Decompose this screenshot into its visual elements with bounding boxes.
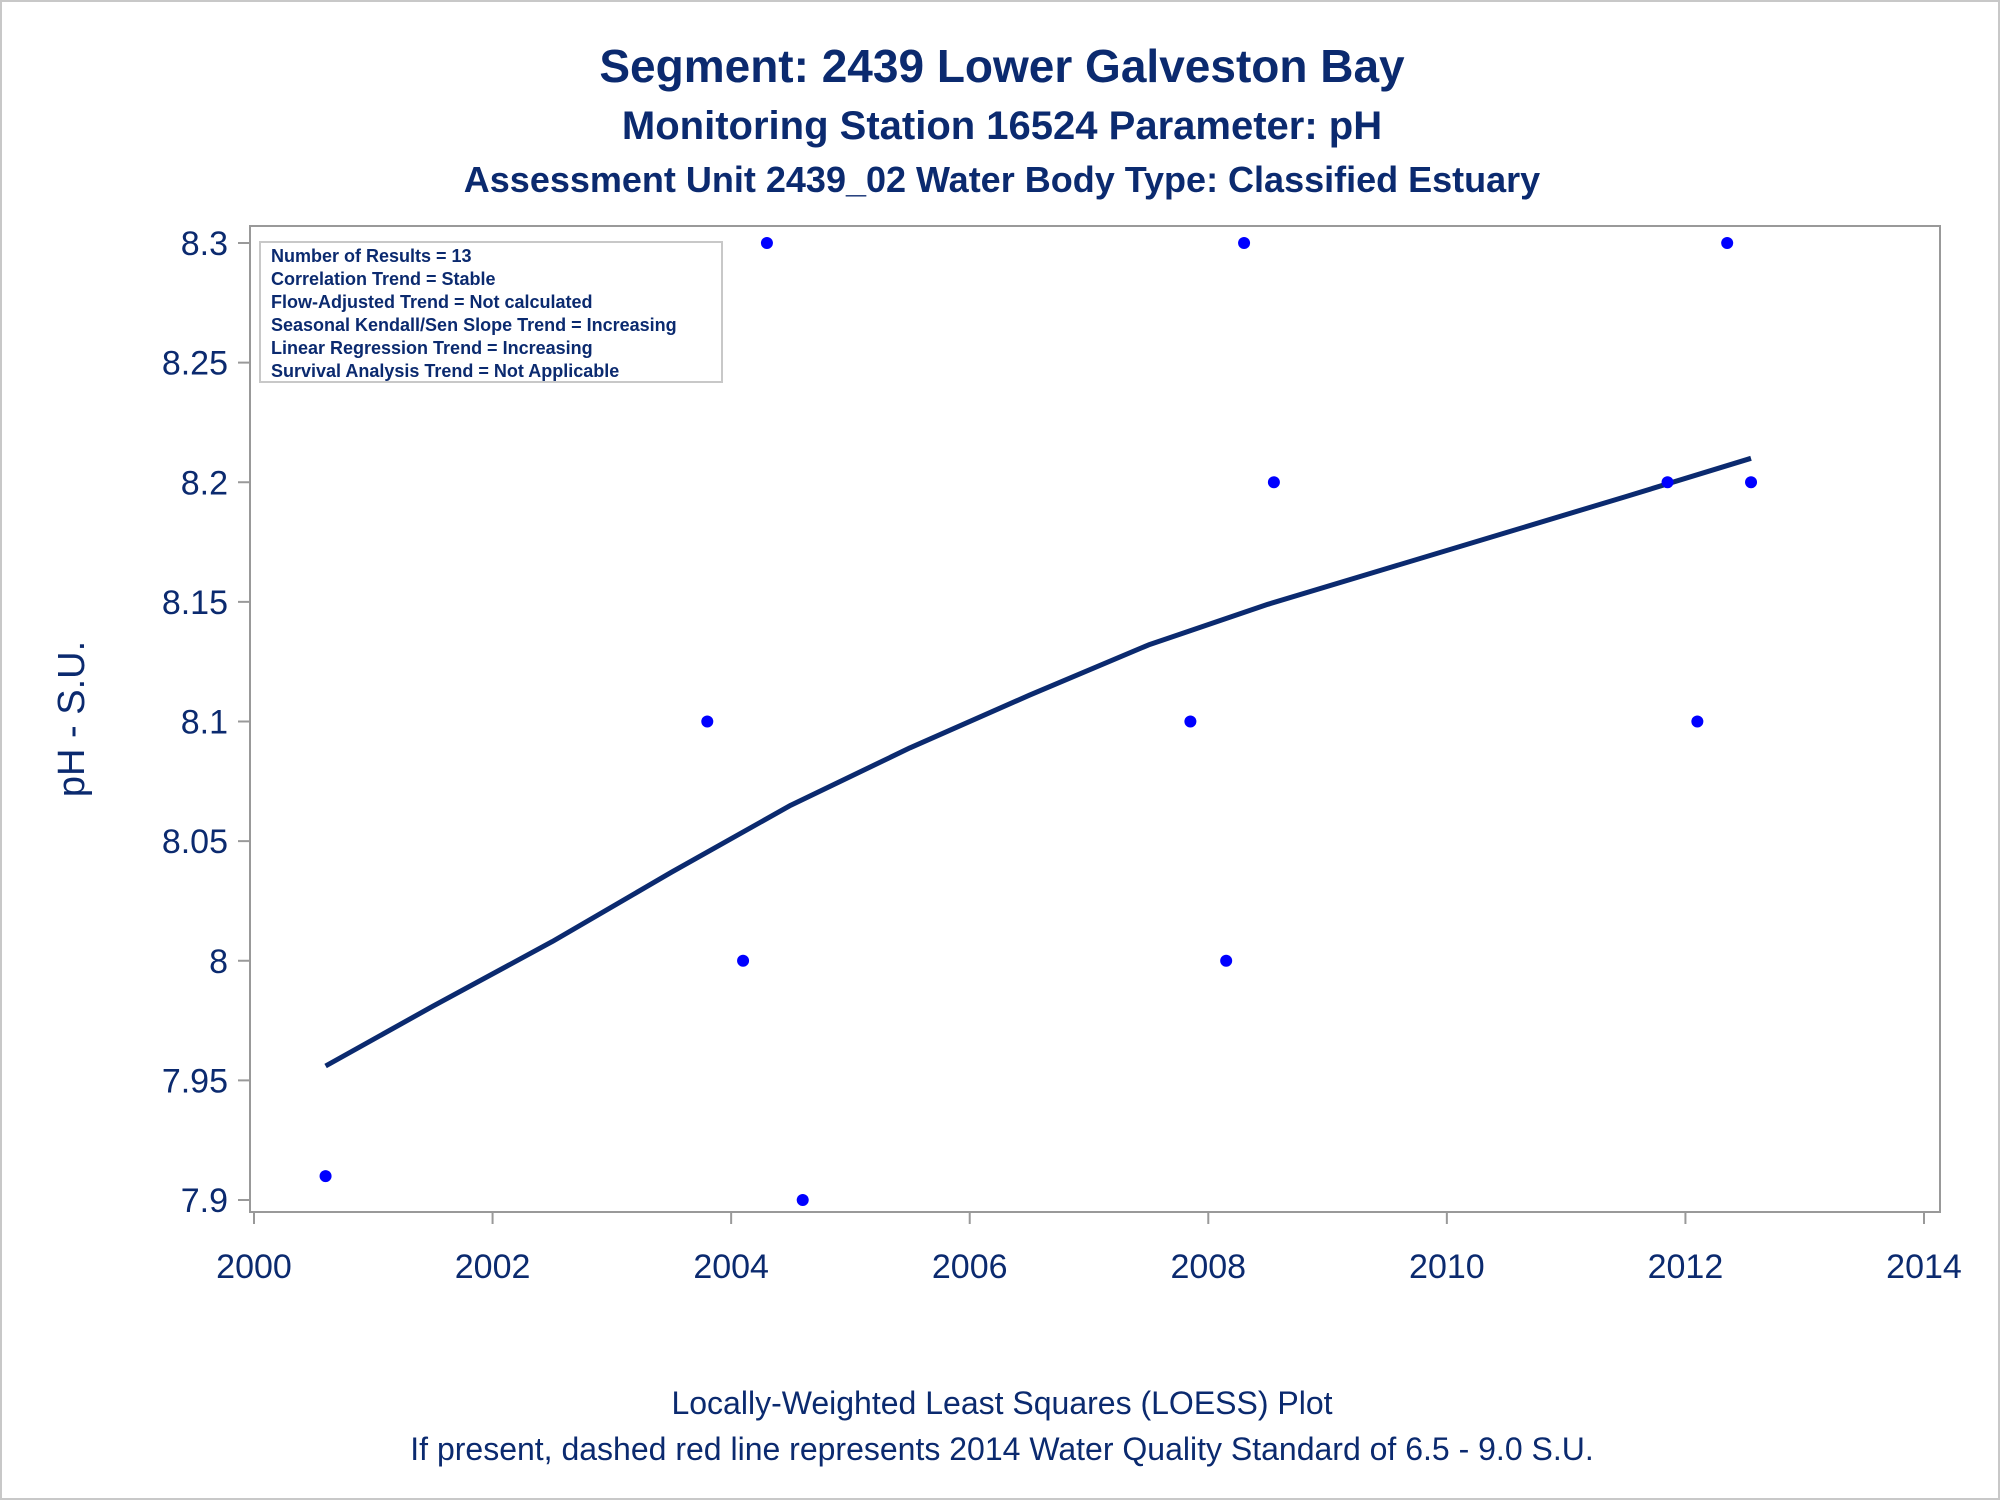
chart-subtitle-station: Monitoring Station 16524 Parameter: pH bbox=[622, 104, 1382, 148]
data-point bbox=[1661, 476, 1674, 489]
data-point bbox=[701, 715, 714, 728]
loess-line bbox=[324, 455, 1752, 1069]
stat-linear-regression-trend: Linear Regression Trend = Increasing bbox=[271, 338, 593, 358]
data-point bbox=[760, 237, 773, 249]
y-axis-label: pH - S.U. bbox=[51, 641, 93, 797]
stats-box: Number of Results = 13 Correlation Trend… bbox=[259, 241, 723, 383]
x-tick-label: 2010 bbox=[1409, 1248, 1485, 1286]
stat-correlation-trend: Correlation Trend = Stable bbox=[271, 269, 496, 289]
data-point bbox=[737, 954, 750, 967]
data-point bbox=[1238, 237, 1251, 249]
data-point bbox=[319, 1170, 332, 1183]
x-axis: 2000 2002 2004 2006 2008 2010 2012 2014 bbox=[216, 1211, 1962, 1286]
data-point bbox=[1220, 954, 1233, 967]
stat-number-of-results: Number of Results = 13 bbox=[271, 246, 472, 266]
y-tick-label: 8.15 bbox=[162, 584, 228, 622]
stat-seasonal-kendall-trend: Seasonal Kendall/Sen Slope Trend = Incre… bbox=[271, 315, 677, 335]
y-axis: 7.9 7.95 8 8.05 8.1 8.15 8.2 8.25 8.3 bbox=[162, 225, 250, 1220]
data-point bbox=[1184, 715, 1197, 728]
y-tick-label: 8.25 bbox=[162, 345, 228, 383]
y-tick-label: 8.1 bbox=[181, 704, 228, 742]
y-tick-label: 8.05 bbox=[162, 823, 228, 861]
y-tick-label: 7.9 bbox=[181, 1182, 228, 1220]
chart-subtitle-assessment: Assessment Unit 2439_02 Water Body Type:… bbox=[464, 159, 1540, 200]
x-tick-label: 2002 bbox=[455, 1248, 531, 1286]
series-layer bbox=[319, 237, 1758, 1206]
x-tick-label: 2014 bbox=[1886, 1248, 1962, 1286]
stat-survival-analysis-trend: Survival Analysis Trend = Not Applicable bbox=[271, 361, 619, 381]
y-tick-label: 7.95 bbox=[162, 1062, 228, 1100]
x-tick-label: 2000 bbox=[216, 1248, 292, 1286]
stat-flow-adjusted-trend: Flow-Adjusted Trend = Not calculated bbox=[271, 292, 593, 312]
data-point bbox=[1721, 237, 1734, 249]
footnote-loess: Locally-Weighted Least Squares (LOESS) P… bbox=[671, 1385, 1332, 1421]
data-point bbox=[1691, 715, 1704, 728]
x-tick-label: 2012 bbox=[1648, 1248, 1724, 1286]
x-tick-label: 2008 bbox=[1170, 1248, 1246, 1286]
data-point bbox=[1267, 476, 1280, 489]
y-tick-label: 8.3 bbox=[181, 225, 228, 263]
x-tick-label: 2004 bbox=[693, 1248, 769, 1286]
data-point bbox=[796, 1194, 809, 1206]
y-tick-label: 8 bbox=[209, 943, 228, 981]
chart-title: Segment: 2439 Lower Galveston Bay bbox=[599, 40, 1405, 92]
footnote-standard: If present, dashed red line represents 2… bbox=[410, 1431, 1593, 1467]
stats-box-border bbox=[259, 241, 723, 383]
x-tick-label: 2006 bbox=[932, 1248, 1008, 1286]
y-tick-label: 8.2 bbox=[181, 464, 228, 502]
data-point bbox=[1745, 476, 1758, 489]
